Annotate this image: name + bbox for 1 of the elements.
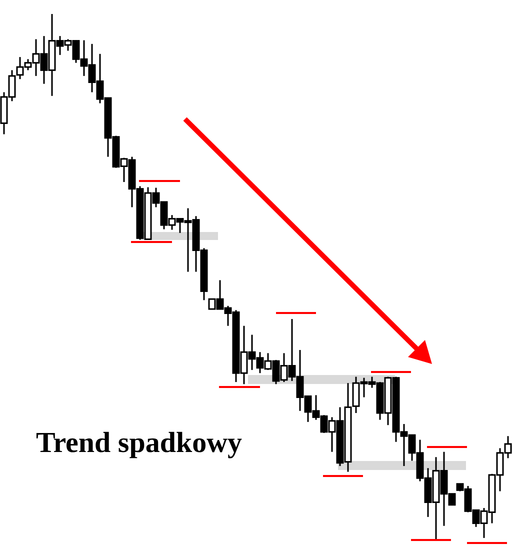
annotation: Trend spadkowy xyxy=(36,427,242,460)
